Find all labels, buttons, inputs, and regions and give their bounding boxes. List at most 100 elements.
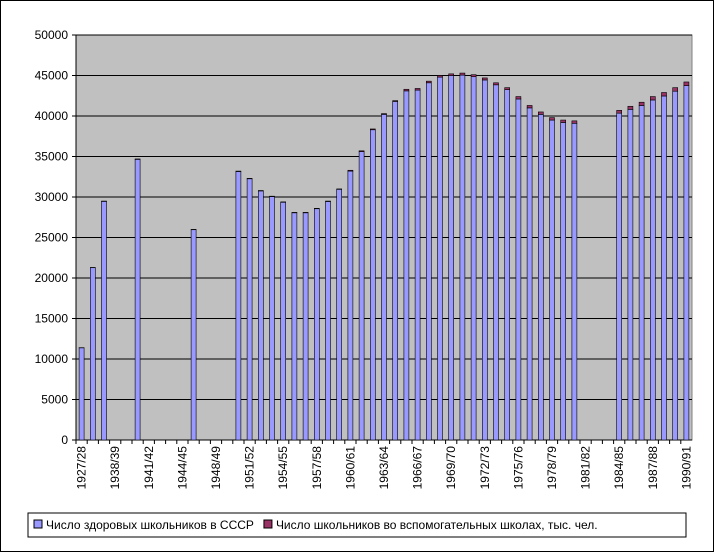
bar-segment bbox=[336, 189, 343, 441]
bar-segment bbox=[414, 89, 421, 441]
bar-segment bbox=[515, 98, 522, 441]
legend-label: Число школьников во вспомогательных школ… bbox=[276, 518, 598, 532]
y-tick-label: 45000 bbox=[35, 69, 69, 83]
y-tick-label: 30000 bbox=[35, 190, 69, 204]
bar-segment bbox=[347, 170, 354, 441]
bar-segment bbox=[504, 87, 511, 90]
x-tick-label: 1948/49 bbox=[209, 446, 223, 490]
bar-segment bbox=[78, 347, 85, 441]
x-tick-label: 1978/79 bbox=[545, 446, 559, 490]
x-tick-label: 1963/64 bbox=[377, 446, 391, 490]
x-tick-label: 1954/55 bbox=[276, 446, 290, 490]
bar-segment bbox=[369, 129, 376, 441]
bar-segment bbox=[235, 171, 242, 441]
bar-segment bbox=[470, 74, 477, 78]
bar-segment bbox=[549, 117, 555, 121]
x-tick-label: 1951/52 bbox=[243, 446, 257, 490]
bar-segment bbox=[269, 196, 275, 441]
bar-segment bbox=[448, 73, 455, 76]
bar-segment bbox=[616, 112, 623, 441]
bar-segment bbox=[571, 120, 578, 124]
bar-segment bbox=[672, 90, 679, 441]
bar-segment bbox=[661, 92, 667, 97]
bar-segment bbox=[493, 82, 499, 86]
bar-segment bbox=[537, 111, 544, 115]
bar-segment bbox=[459, 72, 466, 76]
y-tick-label: 0 bbox=[61, 433, 68, 447]
bar-segment bbox=[683, 81, 690, 86]
bar-segment bbox=[403, 90, 410, 441]
bar-segment bbox=[515, 96, 522, 100]
bar-segment bbox=[381, 113, 387, 115]
bar-segment bbox=[347, 169, 354, 172]
y-tick-label: 5000 bbox=[41, 393, 68, 407]
bar-segment bbox=[493, 84, 499, 441]
bar-segment bbox=[672, 87, 679, 92]
bar-segment bbox=[649, 96, 656, 101]
bar-segment bbox=[437, 75, 443, 78]
bar-segment bbox=[470, 76, 477, 441]
bar-segment bbox=[549, 119, 555, 441]
bar-segment bbox=[560, 119, 567, 123]
bar-segment bbox=[560, 122, 567, 441]
bar-segment bbox=[358, 150, 365, 152]
bar-segment bbox=[392, 101, 399, 441]
bar-segment bbox=[459, 74, 466, 441]
legend-label: Число здоровых школьников в СССР bbox=[46, 518, 254, 532]
bar-segment bbox=[437, 76, 443, 441]
bar-segment bbox=[638, 101, 645, 106]
bar-segment bbox=[627, 105, 634, 110]
legend-swatch bbox=[33, 519, 43, 529]
x-tick-label: 1990/91 bbox=[679, 446, 693, 490]
bar-segment bbox=[381, 114, 387, 441]
x-tick-label: 1927/28 bbox=[75, 446, 89, 490]
bar-segment bbox=[425, 82, 432, 441]
bar-segment bbox=[302, 212, 309, 441]
bar-segment bbox=[403, 88, 410, 92]
bar-segment bbox=[392, 100, 399, 102]
bar-segment bbox=[90, 267, 96, 441]
bar-segment bbox=[358, 151, 365, 441]
y-tick-label: 40000 bbox=[35, 109, 69, 123]
y-tick-label: 20000 bbox=[35, 271, 69, 285]
bar-segment bbox=[291, 212, 298, 441]
bar-segment bbox=[649, 99, 656, 441]
x-tick-label: 1981/82 bbox=[579, 446, 593, 490]
bar-segment bbox=[571, 122, 578, 441]
bar-segment bbox=[246, 178, 253, 441]
bar-segment bbox=[134, 159, 141, 441]
x-tick-label: 1975/76 bbox=[511, 446, 525, 490]
bar-segment bbox=[414, 88, 421, 91]
y-tick-label: 15000 bbox=[35, 312, 69, 326]
legend-swatch bbox=[263, 519, 273, 529]
x-tick-label: 1944/45 bbox=[175, 446, 189, 490]
bar-segment bbox=[683, 85, 690, 441]
bar-segment bbox=[661, 95, 667, 441]
y-tick-label: 25000 bbox=[35, 231, 69, 245]
bar-segment bbox=[101, 201, 107, 441]
x-tick-label: 1984/85 bbox=[612, 446, 626, 490]
y-tick-label: 50000 bbox=[35, 28, 69, 42]
bar-segment bbox=[504, 89, 511, 441]
bar-segment bbox=[481, 79, 488, 441]
bar-segment bbox=[325, 201, 331, 441]
bar-segment bbox=[537, 114, 544, 441]
bar-segment bbox=[190, 229, 197, 441]
x-tick-label: 1966/67 bbox=[411, 446, 425, 490]
bar-segment bbox=[280, 201, 287, 441]
x-tick-label: 1969/70 bbox=[444, 446, 458, 490]
legend-box bbox=[27, 512, 687, 538]
x-tick-label: 1957/58 bbox=[310, 446, 324, 490]
x-tick-label: 1972/73 bbox=[478, 446, 492, 490]
bar-segment bbox=[313, 208, 320, 441]
x-tick-label: 1941/42 bbox=[142, 446, 156, 490]
bar-segment bbox=[526, 105, 533, 109]
x-tick-label: 1938/39 bbox=[108, 446, 122, 490]
x-tick-label: 1987/88 bbox=[646, 446, 660, 490]
bar-segment bbox=[616, 110, 623, 114]
bar-segment bbox=[257, 190, 264, 441]
bar-segment bbox=[481, 77, 488, 81]
bar-segment bbox=[369, 128, 376, 131]
y-tick-label: 10000 bbox=[35, 352, 69, 366]
